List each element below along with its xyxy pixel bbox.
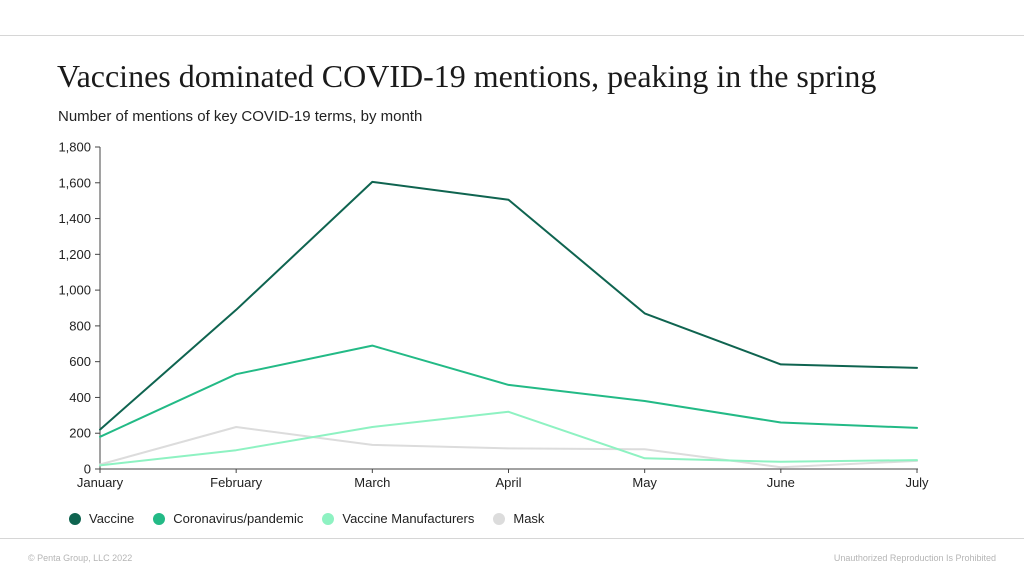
- legend-item-vaccine: Vaccine: [69, 511, 134, 526]
- y-tick-label: 1,800: [58, 140, 91, 155]
- legend-item-coronavirus-pandemic: Coronavirus/pandemic: [153, 511, 303, 526]
- line-chart: 0 200 400 600 800 1,000 1,200 1,400 1,600 1,800 Ja…: [58, 140, 929, 491]
- copyright-notice: © Penta Group, LLC 2022: [28, 553, 133, 563]
- legend-swatch: [322, 512, 335, 525]
- x-tick-label: June: [767, 475, 795, 490]
- x-tick-label: February: [210, 475, 263, 490]
- series-line-mask: [99, 426, 918, 469]
- legend-label: Vaccine: [89, 511, 135, 526]
- x-tick-label: May: [632, 475, 657, 490]
- y-tick-label: 800: [69, 318, 91, 333]
- legend-swatch: [493, 512, 506, 525]
- y-tick-label: 1,400: [58, 211, 91, 226]
- y-tick-label: 1,200: [58, 247, 91, 262]
- series-line-vaccine: [99, 180, 918, 431]
- legend-label: Mask: [513, 511, 545, 526]
- y-tick-label: 1,600: [58, 175, 91, 190]
- legend-label: Vaccine Manufacturers: [342, 511, 475, 526]
- y-tick-label: 600: [69, 354, 91, 369]
- chart-subtitle: Number of mentions of key COVID-19 terms…: [58, 108, 423, 125]
- y-tick-label: 400: [69, 390, 91, 405]
- y-tick-label: 1,000: [58, 283, 91, 298]
- chart-title: Vaccines dominated COVID-19 mentions, pe…: [57, 58, 877, 94]
- y-tick-label: 0: [84, 462, 91, 477]
- x-tick-label: July: [905, 475, 929, 490]
- reproduction-notice: Unauthorized Reproduction Is Prohibited: [833, 553, 996, 563]
- legend-label: Coronavirus/pandemic: [173, 511, 304, 526]
- x-tick-label: January: [77, 475, 124, 490]
- chart-legend: Vaccine Coronavirus/pandemic Vaccine Manuf…: [69, 511, 563, 526]
- y-tick-label: 200: [69, 426, 91, 441]
- legend-item-mask: Mask: [493, 511, 544, 526]
- x-tick-label: April: [495, 475, 521, 490]
- bottom-rule: [0, 538, 1024, 539]
- x-tick-label: March: [354, 475, 390, 490]
- legend-swatch: [69, 512, 81, 525]
- legend-item-vaccine-manufacturers: Vaccine Manufacturers: [322, 511, 474, 526]
- series-line-coronavirus-pandemic: [99, 344, 918, 438]
- top-rule: [0, 35, 1024, 36]
- legend-swatch: [153, 512, 166, 525]
- series-line-vaccine-manufacturers: [99, 410, 918, 467]
